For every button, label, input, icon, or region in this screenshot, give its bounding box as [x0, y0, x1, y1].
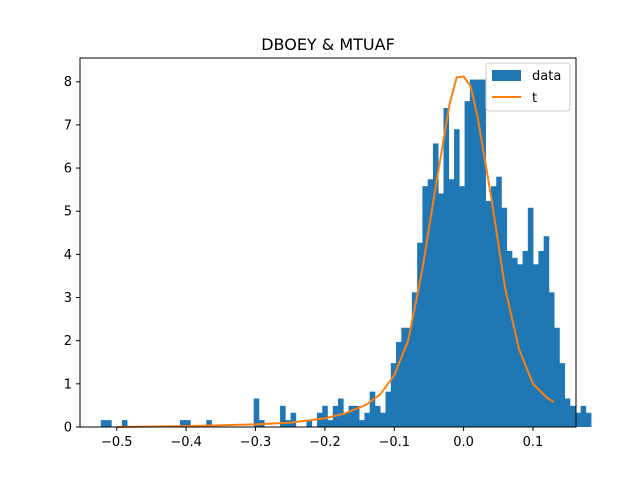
histogram-bar: [459, 186, 465, 427]
axes: −0.5 −0.4 −0.3 −0.2 −0.1 0.0 0.1 0 1 2 3 4 5 6 7 8: [64, 57, 577, 450]
y-tick-label: 3: [64, 291, 72, 306]
histogram-bar: [580, 405, 587, 427]
histogram-bar: [406, 327, 413, 427]
histogram-bar: [570, 405, 576, 427]
plot-frame: [79, 57, 577, 428]
histogram-bar: [517, 264, 523, 427]
histogram-bar: [548, 292, 555, 427]
histogram-bar: [485, 200, 492, 427]
histogram-bar: [480, 79, 486, 427]
histogram-bar: [396, 341, 402, 427]
histogram-bar: [327, 420, 334, 427]
y-tick-label: 6: [64, 162, 72, 177]
histogram-bar: [554, 327, 560, 427]
histogram-bar: [512, 257, 518, 427]
histogram-bar: [417, 242, 423, 427]
histogram-bar: [353, 405, 360, 427]
histogram-bar: [454, 129, 460, 428]
y-tick-label: 7: [64, 118, 72, 133]
histogram-bar: [464, 101, 471, 427]
histogram-bar: [411, 292, 418, 427]
histogram-bar: [374, 405, 381, 427]
histogram-bar: [543, 236, 550, 427]
histogram-bar: [253, 398, 260, 427]
histogram-bar: [422, 186, 428, 427]
histogram-bar: [100, 420, 107, 427]
histogram-bar: [522, 250, 529, 427]
histogram-bar: [475, 79, 481, 427]
histogram-bar: [322, 405, 328, 427]
histogram-bar: [538, 250, 544, 427]
y-tick-label: 8: [64, 75, 72, 90]
legend-label-t: t: [532, 91, 537, 106]
y-tick-label: 5: [64, 205, 72, 220]
legend: data t: [485, 62, 571, 112]
histogram-bar: [121, 420, 128, 427]
histogram-bar: [369, 391, 376, 427]
x-tick-label: 0.0: [453, 435, 474, 450]
histogram-bar: [338, 398, 344, 427]
histogram-bar: [364, 412, 370, 427]
histogram-bar: [564, 398, 571, 427]
histogram-bar: [506, 250, 513, 427]
histogram-bar: [448, 179, 455, 427]
histogram-bar: [106, 420, 112, 427]
y-tick-label: 0: [64, 421, 72, 436]
y-tick-label: 4: [64, 248, 72, 263]
histogram-bar: [359, 420, 365, 427]
histogram-bar: [280, 405, 286, 427]
y-tick-label: 1: [64, 377, 72, 392]
histogram-bar: [432, 143, 439, 427]
fit-lines: [116, 75, 555, 428]
histogram-bar: [469, 79, 476, 427]
x-tick-label: −0.3: [240, 435, 272, 450]
histogram-bar: [290, 412, 297, 427]
histogram-bar: [533, 264, 539, 427]
x-tick-label: −0.5: [101, 435, 133, 450]
legend-swatch-data: [492, 70, 521, 81]
histogram-bar: [559, 363, 566, 427]
histogram-bar: [306, 420, 312, 427]
histogram-bar: [575, 412, 581, 427]
chart-title: DBOEY & MTUAF: [261, 35, 395, 54]
histogram-bar: [343, 412, 349, 427]
histogram-bars: [100, 79, 592, 428]
x-tick-label: −0.1: [378, 435, 410, 450]
histogram-bar: [401, 327, 407, 427]
histogram-bar: [490, 186, 497, 427]
histogram-bar: [390, 363, 397, 427]
histogram-bar: [348, 405, 355, 427]
x-tick-label: 0.1: [523, 435, 544, 450]
histogram-bar: [496, 176, 502, 427]
histogram-bar: [501, 207, 508, 427]
histogram-bar: [443, 108, 450, 427]
histogram-bar: [527, 207, 534, 427]
histogram-bar: [585, 412, 592, 427]
x-tick-label: −0.2: [309, 435, 341, 450]
histogram-bar: [206, 420, 212, 427]
histogram-bar: [380, 412, 386, 427]
histogram-bar: [179, 420, 186, 427]
histogram-bar: [438, 193, 444, 427]
t-curve: [116, 75, 555, 428]
histogram-bar: [427, 179, 434, 427]
y-tick-label: 2: [64, 334, 72, 349]
histogram-bar: [385, 391, 392, 427]
legend-label-data: data: [532, 69, 561, 84]
histogram-bar: [185, 420, 191, 427]
x-tick-label: −0.4: [170, 435, 202, 450]
